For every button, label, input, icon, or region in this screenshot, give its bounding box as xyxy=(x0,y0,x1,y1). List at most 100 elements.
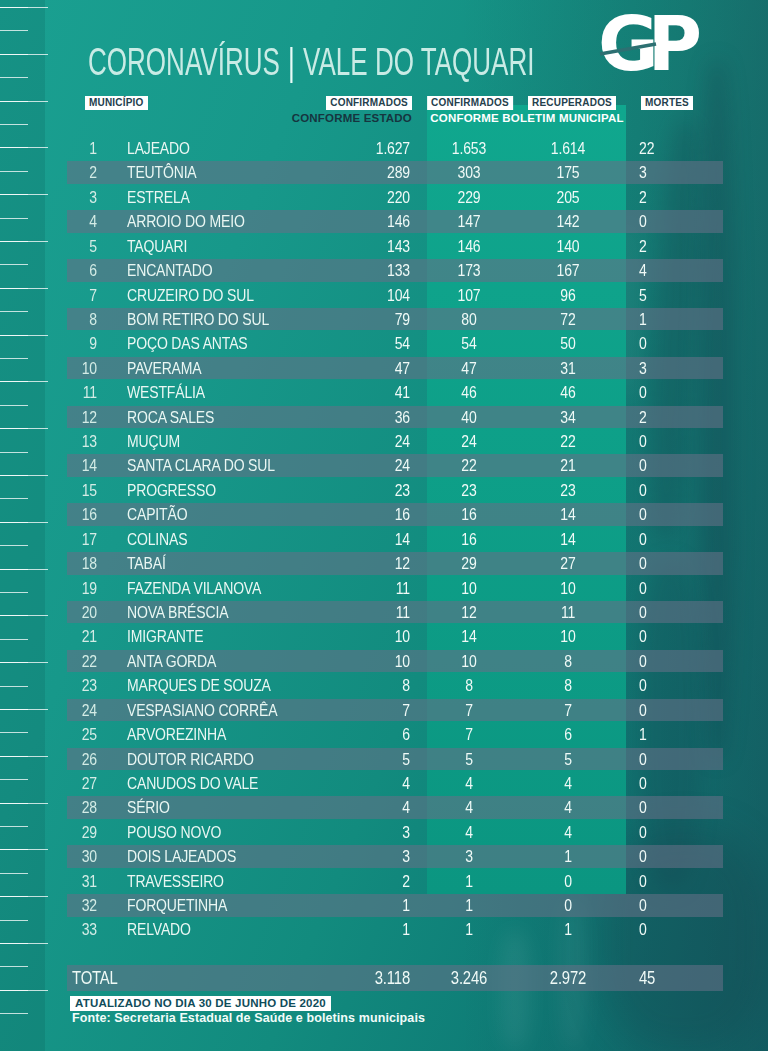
table-row: 21IMIGRANTE1014100 xyxy=(0,624,768,648)
rank-cell: 3 xyxy=(66,185,97,209)
table-row: 12ROCA SALES3640342 xyxy=(0,405,768,429)
recovered-cell: 4 xyxy=(532,771,603,795)
deaths-cell: 2 xyxy=(639,234,690,258)
rank-cell: 27 xyxy=(66,771,97,795)
column-header-recuperados: RECUPERADOS xyxy=(528,96,616,110)
recovered-cell: 14 xyxy=(532,502,603,526)
column-header-municipio: MUNICÍPIO xyxy=(85,96,148,110)
confirmed-municipal-cell: 229 xyxy=(433,185,504,209)
recovered-cell: 205 xyxy=(532,185,603,209)
column-header-mortes: MORTES xyxy=(641,96,693,110)
confirmed-municipal-cell: 40 xyxy=(433,405,504,429)
table-row: 2TEUTÔNIA2893031753 xyxy=(0,160,768,184)
confirmed-state-cell: 12 xyxy=(308,551,410,575)
confirmed-municipal-cell: 12 xyxy=(433,600,504,624)
confirmed-municipal-cell: 1 xyxy=(433,917,504,941)
rank-cell: 29 xyxy=(66,820,97,844)
column-header-confirmados-estado: CONFIRMADOS xyxy=(326,96,412,110)
table-row: 6ENCANTADO1331731674 xyxy=(0,258,768,282)
recovered-cell: 140 xyxy=(532,234,603,258)
deaths-cell: 5 xyxy=(639,283,690,307)
confirmed-state-cell: 14 xyxy=(308,527,410,551)
confirmed-state-cell: 1 xyxy=(308,893,410,917)
rank-cell: 32 xyxy=(66,893,97,917)
recovered-cell: 96 xyxy=(532,283,603,307)
deaths-cell: 0 xyxy=(639,478,690,502)
confirmed-municipal-cell: 107 xyxy=(433,283,504,307)
rank-cell: 16 xyxy=(66,502,97,526)
confirmed-municipal-cell: 1 xyxy=(433,893,504,917)
confirmed-state-cell: 79 xyxy=(308,307,410,331)
recovered-cell: 10 xyxy=(532,624,603,648)
deaths-cell: 0 xyxy=(639,747,690,771)
recovered-cell: 175 xyxy=(532,160,603,184)
rank-cell: 13 xyxy=(66,429,97,453)
total-recovered: 2.972 xyxy=(532,965,603,991)
table-row: 24VESPASIANO CORRÊA7770 xyxy=(0,698,768,722)
deaths-cell: 3 xyxy=(639,356,690,380)
infographic-page: CORONAVÍRUS|VALE DO TAQUARI GP MUNICÍPIO… xyxy=(0,0,768,1051)
total-label: TOTAL xyxy=(72,965,242,991)
confirmed-state-cell: 3 xyxy=(308,844,410,868)
recovered-cell: 1 xyxy=(532,917,603,941)
confirmed-state-cell: 11 xyxy=(308,576,410,600)
recovered-cell: 22 xyxy=(532,429,603,453)
rank-cell: 22 xyxy=(66,649,97,673)
table-row: 23MARQUES DE SOUZA8880 xyxy=(0,673,768,697)
confirmed-municipal-cell: 80 xyxy=(433,307,504,331)
rank-cell: 19 xyxy=(66,576,97,600)
rank-cell: 31 xyxy=(66,869,97,893)
deaths-cell: 4 xyxy=(639,258,690,282)
page-title: CORONAVÍRUS|VALE DO TAQUARI xyxy=(88,42,535,82)
recovered-cell: 72 xyxy=(532,307,603,331)
deaths-cell: 0 xyxy=(639,673,690,697)
deaths-cell: 0 xyxy=(639,698,690,722)
confirmed-state-cell: 8 xyxy=(308,673,410,697)
confirmed-state-cell: 7 xyxy=(308,698,410,722)
recovered-cell: 21 xyxy=(532,453,603,477)
table-row: 30DOIS LAJEADOS3310 xyxy=(0,844,768,868)
rank-cell: 30 xyxy=(66,844,97,868)
table-row: 9POÇO DAS ANTAS5454500 xyxy=(0,331,768,355)
deaths-cell: 0 xyxy=(639,917,690,941)
table-row: 31TRAVESSEIRO2100 xyxy=(0,869,768,893)
confirmed-municipal-cell: 54 xyxy=(433,331,504,355)
confirmed-state-cell: 2 xyxy=(308,869,410,893)
table-row: 10PAVERAMA4747313 xyxy=(0,356,768,380)
deaths-cell: 0 xyxy=(639,771,690,795)
deaths-cell: 0 xyxy=(639,893,690,917)
title-left: CORONAVÍRUS xyxy=(88,41,280,83)
confirmed-municipal-cell: 47 xyxy=(433,356,504,380)
recovered-cell: 1.614 xyxy=(532,136,603,160)
confirmed-state-cell: 47 xyxy=(308,356,410,380)
table-row: 1LAJEADO1.6271.6531.61422 xyxy=(0,136,768,160)
rank-cell: 4 xyxy=(66,209,97,233)
confirmed-state-cell: 289 xyxy=(308,160,410,184)
deaths-cell: 0 xyxy=(639,209,690,233)
confirmed-municipal-cell: 1 xyxy=(433,869,504,893)
rank-cell: 23 xyxy=(66,673,97,697)
table-row: 17COLINAS1416140 xyxy=(0,527,768,551)
confirmed-state-cell: 143 xyxy=(308,234,410,258)
deaths-cell: 0 xyxy=(639,624,690,648)
recovered-cell: 5 xyxy=(532,747,603,771)
recovered-cell: 8 xyxy=(532,649,603,673)
confirmed-state-cell: 5 xyxy=(308,747,410,771)
table-row: 16CAPITÃO1616140 xyxy=(0,502,768,526)
total-confirmed-municipal: 3.246 xyxy=(433,965,504,991)
rank-cell: 1 xyxy=(66,136,97,160)
table-row: 29POUSO NOVO3440 xyxy=(0,820,768,844)
confirmed-state-cell: 146 xyxy=(308,209,410,233)
deaths-cell: 3 xyxy=(639,160,690,184)
rank-cell: 10 xyxy=(66,356,97,380)
deaths-cell: 2 xyxy=(639,405,690,429)
confirmed-state-cell: 24 xyxy=(308,453,410,477)
confirmed-municipal-cell: 303 xyxy=(433,160,504,184)
table-row: 19FAZENDA VILANOVA1110100 xyxy=(0,576,768,600)
table-row: 25ARVOREZINHA6761 xyxy=(0,722,768,746)
confirmed-municipal-cell: 4 xyxy=(433,795,504,819)
confirmed-municipal-cell: 5 xyxy=(433,747,504,771)
table-row: 4ARROIO DO MEIO1461471420 xyxy=(0,209,768,233)
table-row: 32FORQUETINHA1100 xyxy=(0,893,768,917)
confirmed-state-cell: 133 xyxy=(308,258,410,282)
